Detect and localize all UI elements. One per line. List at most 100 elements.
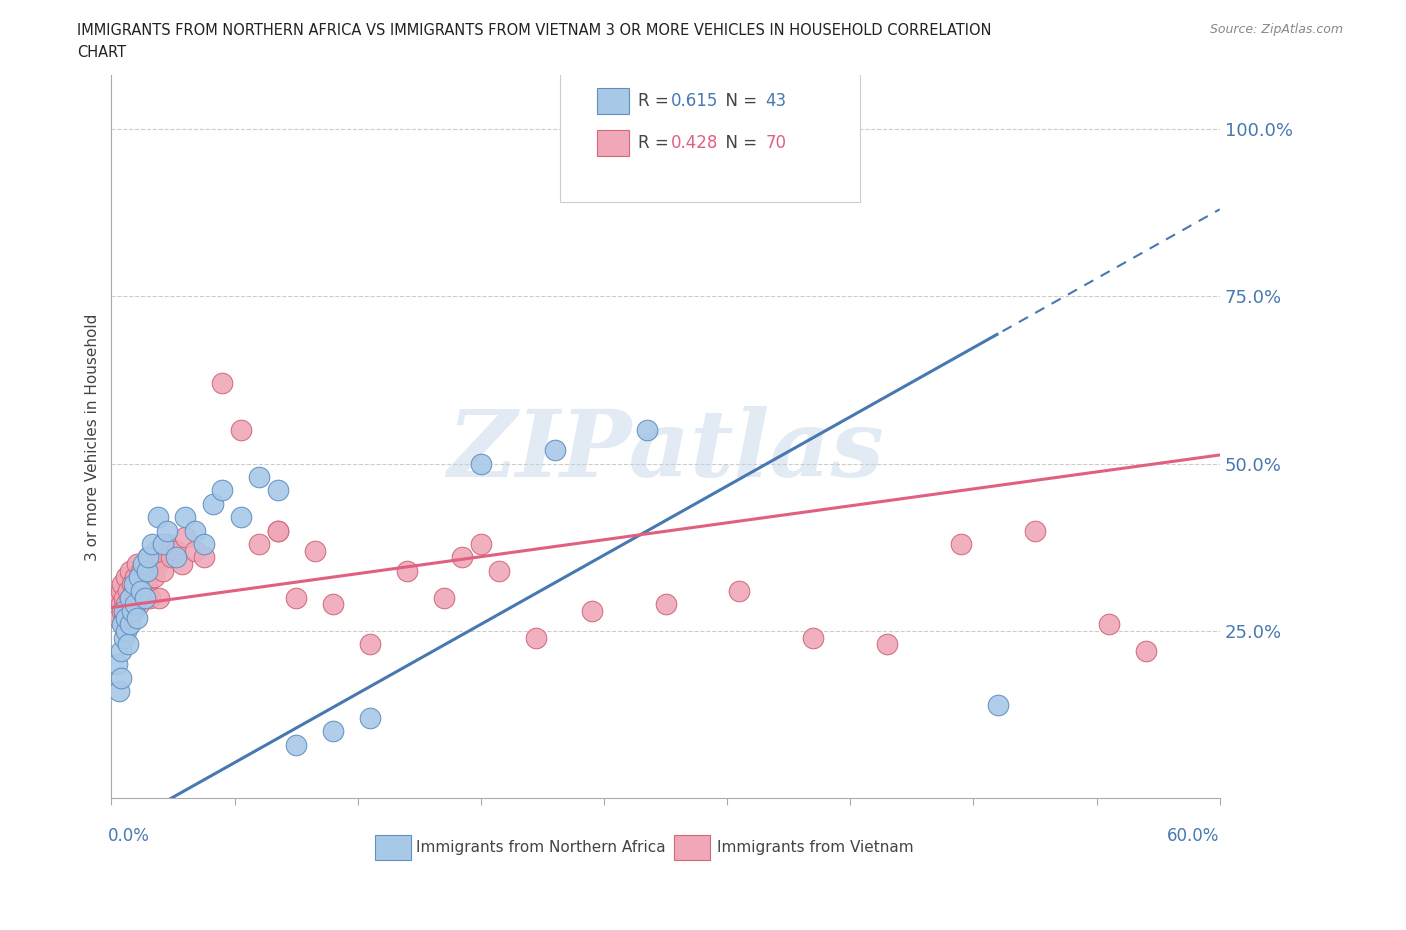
Point	[129, 564, 152, 578]
Point	[876, 637, 898, 652]
Point	[117, 637, 139, 652]
Text: 60.0%: 60.0%	[1167, 828, 1220, 845]
Point	[110, 583, 132, 598]
Point	[156, 524, 179, 538]
Point	[129, 583, 152, 598]
Point	[117, 604, 139, 618]
Point	[201, 497, 224, 512]
Point	[115, 570, 138, 585]
Point	[395, 564, 418, 578]
Point	[247, 470, 270, 485]
Text: 43: 43	[765, 92, 786, 111]
Point	[581, 604, 603, 618]
FancyBboxPatch shape	[375, 835, 411, 859]
Point	[152, 564, 174, 578]
Point	[105, 604, 128, 618]
Point	[1024, 524, 1046, 538]
Point	[124, 591, 146, 605]
Point	[127, 610, 149, 625]
Point	[1098, 617, 1121, 631]
Text: R =: R =	[638, 92, 673, 111]
Point	[229, 423, 252, 438]
Text: Immigrants from Vietnam: Immigrants from Vietnam	[717, 840, 912, 855]
Point	[174, 510, 197, 525]
Point	[121, 604, 143, 618]
Point	[159, 550, 181, 565]
Point	[115, 610, 138, 625]
Point	[117, 583, 139, 598]
Point	[135, 564, 157, 578]
Point	[322, 724, 344, 738]
Point	[488, 564, 510, 578]
Point	[266, 524, 288, 538]
Point	[987, 698, 1010, 712]
Text: Source: ZipAtlas.com: Source: ZipAtlas.com	[1209, 23, 1343, 36]
Point	[111, 604, 134, 618]
Point	[118, 591, 141, 605]
FancyBboxPatch shape	[560, 68, 859, 202]
Point	[107, 591, 129, 605]
Text: IMMIGRANTS FROM NORTHERN AFRICA VS IMMIGRANTS FROM VIETNAM 3 OR MORE VEHICLES IN: IMMIGRANTS FROM NORTHERN AFRICA VS IMMIG…	[77, 23, 991, 38]
Point	[127, 557, 149, 572]
Y-axis label: 3 or more Vehicles in Household: 3 or more Vehicles in Household	[86, 313, 100, 561]
Point	[112, 591, 135, 605]
Point	[107, 684, 129, 698]
Text: R =: R =	[638, 135, 673, 153]
Text: 0.0%: 0.0%	[108, 828, 150, 845]
Point	[801, 631, 824, 645]
Point	[524, 631, 547, 645]
Point	[110, 644, 132, 658]
Point	[138, 550, 160, 565]
Point	[112, 610, 135, 625]
Point	[105, 657, 128, 671]
Point	[470, 457, 492, 472]
Point	[451, 550, 474, 565]
Point	[156, 537, 179, 551]
Point	[146, 510, 169, 525]
Point	[266, 524, 288, 538]
Point	[135, 577, 157, 591]
Point	[122, 577, 145, 591]
Point	[183, 524, 205, 538]
Point	[193, 537, 215, 551]
Point	[193, 550, 215, 565]
Point	[544, 443, 567, 458]
Point	[165, 550, 187, 565]
Point	[115, 597, 138, 612]
Point	[728, 583, 751, 598]
Point	[141, 564, 163, 578]
Point	[152, 537, 174, 551]
Text: 70: 70	[765, 135, 786, 153]
Text: N =: N =	[716, 135, 763, 153]
Point	[433, 591, 456, 605]
Point	[322, 597, 344, 612]
Point	[111, 577, 134, 591]
Point	[115, 623, 138, 638]
Text: Immigrants from Northern Africa: Immigrants from Northern Africa	[416, 840, 666, 855]
Point	[122, 583, 145, 598]
Point	[211, 376, 233, 391]
Point	[141, 537, 163, 551]
Point	[118, 564, 141, 578]
Point	[111, 617, 134, 631]
Point	[359, 711, 381, 725]
Point	[1135, 644, 1157, 658]
Point	[118, 617, 141, 631]
Point	[266, 483, 288, 498]
Point	[470, 537, 492, 551]
Point	[174, 530, 197, 545]
Point	[128, 597, 150, 612]
Point	[110, 671, 132, 685]
Point	[134, 570, 156, 585]
Point	[107, 610, 129, 625]
Point	[128, 570, 150, 585]
Point	[636, 423, 658, 438]
FancyBboxPatch shape	[598, 88, 628, 114]
Point	[148, 591, 170, 605]
Point	[821, 181, 844, 196]
Text: 0.428: 0.428	[671, 135, 718, 153]
Point	[122, 604, 145, 618]
Point	[127, 577, 149, 591]
Point	[112, 631, 135, 645]
Point	[139, 591, 162, 605]
